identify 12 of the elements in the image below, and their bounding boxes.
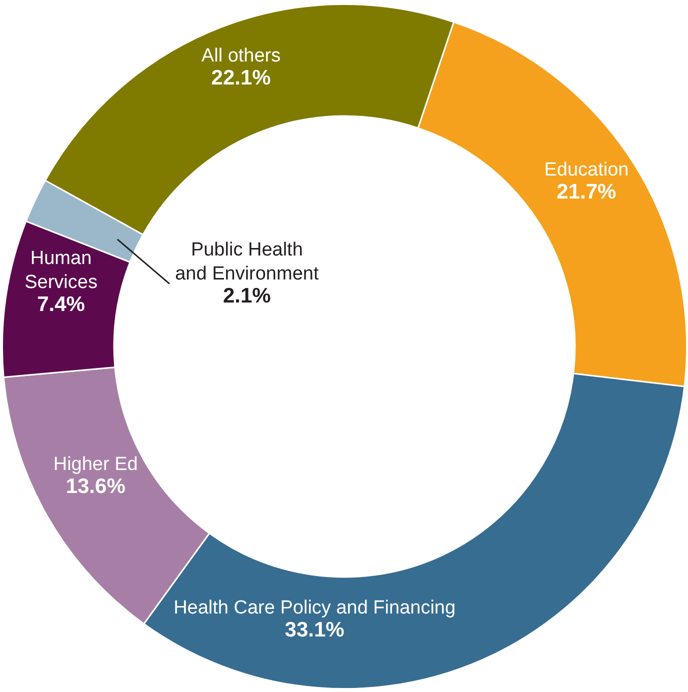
slice-label: Public Health and Environment	[175, 240, 320, 285]
slice-label: Higher Ed	[53, 454, 138, 476]
slice-label: Human Services	[24, 248, 98, 293]
data-label: 21.7%	[556, 180, 617, 204]
slice-label: Education	[544, 159, 629, 180]
data-label: 33.1%	[284, 618, 345, 642]
slice-label: All others	[201, 46, 281, 67]
data-label: 7.4%	[37, 292, 86, 316]
data-label: 13.6%	[66, 475, 126, 498]
data-label: 2.1%	[222, 284, 272, 308]
slice-label: Health Care Policy and Financing	[174, 597, 456, 618]
data-label: 22.1%	[211, 66, 272, 90]
